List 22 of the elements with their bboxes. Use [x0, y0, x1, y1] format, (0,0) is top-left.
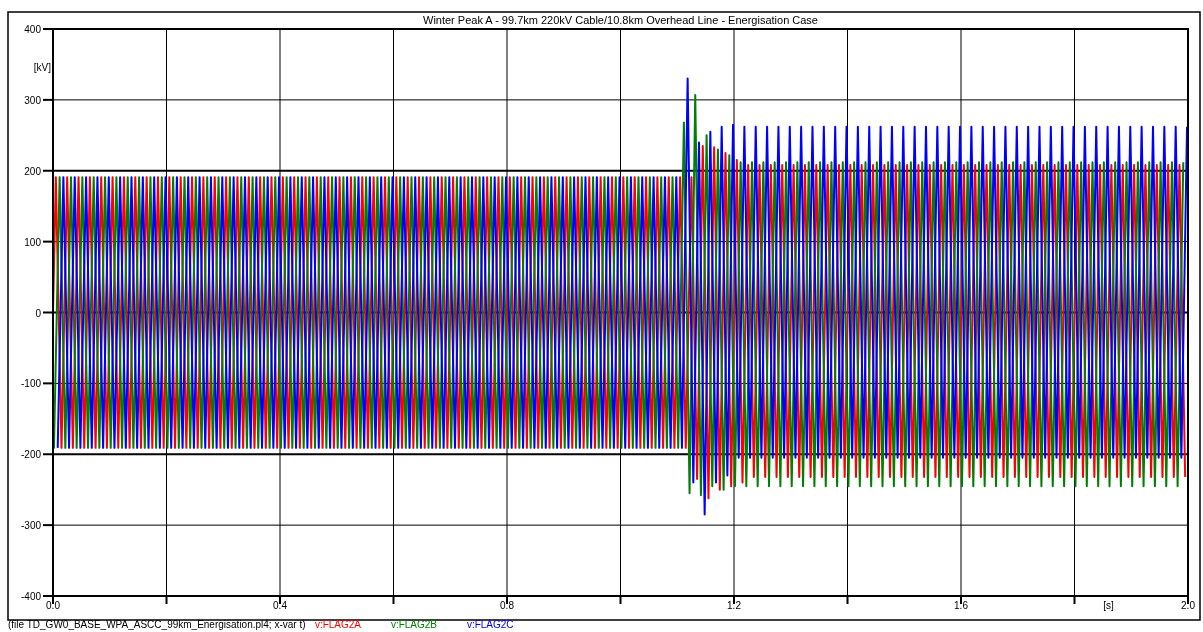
text: v:FLAG2C [466, 619, 514, 630]
y-axis-title: [kV] [33, 62, 52, 73]
y-tick-label: -200 [20, 449, 42, 461]
x-tick-label: 0.0 [46, 600, 61, 611]
x-tick-label: 1.6 [954, 600, 969, 611]
chart-title: Winter Peak A - 99.7km 220kV Cable/10.8km Overhead Line - Energisation Case [423, 14, 818, 26]
y-tick-label: 400 [24, 24, 42, 35]
y-tick-label: -300 [20, 520, 42, 532]
x-tick-label: 0.8 [500, 600, 515, 611]
y-tick-label: -100 [20, 378, 42, 390]
x-tick-label: 0.4 [273, 600, 288, 611]
y-tick-label: -400 [20, 591, 42, 602]
y-tick-label: 0 [35, 307, 42, 319]
text: v:FLAG2B [390, 619, 438, 630]
text: v:FLAG2A [314, 619, 362, 630]
x-axis-title: [s] [1103, 600, 1115, 611]
x-tick-label: 1.2 [727, 600, 742, 611]
y-tick-label: 200 [24, 165, 42, 177]
y-tick-label: 100 [24, 236, 42, 248]
text: (file TD_GW0_BASE_WPA_ASCC_99km_Energisation.pl4; x-var t) [8, 619, 306, 630]
x-tick-label: 2.0 [1181, 600, 1196, 611]
y-tick-label: 300 [24, 94, 42, 106]
